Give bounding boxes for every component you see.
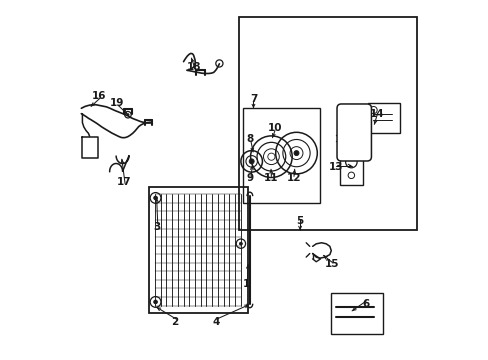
Circle shape — [239, 242, 242, 245]
Bar — [239, 17, 416, 230]
Text: 2: 2 — [171, 317, 178, 327]
Text: 3: 3 — [153, 222, 160, 231]
Circle shape — [126, 114, 129, 116]
Text: 13: 13 — [328, 162, 343, 172]
Text: 11: 11 — [264, 173, 278, 183]
Text: 15: 15 — [325, 259, 339, 269]
Text: 12: 12 — [286, 173, 301, 183]
Text: 8: 8 — [246, 134, 253, 144]
Bar — [149, 187, 247, 313]
Text: 18: 18 — [187, 62, 201, 72]
Text: 4: 4 — [212, 317, 219, 327]
Circle shape — [249, 159, 254, 164]
Text: 19: 19 — [110, 98, 124, 108]
Text: 5: 5 — [296, 216, 303, 226]
Text: 1: 1 — [242, 279, 249, 289]
Text: 17: 17 — [117, 177, 131, 187]
Text: 7: 7 — [249, 94, 257, 104]
Text: 6: 6 — [362, 299, 369, 309]
Bar — [367, 103, 400, 134]
FancyBboxPatch shape — [336, 104, 371, 161]
Circle shape — [153, 300, 157, 304]
Circle shape — [293, 150, 298, 156]
Text: 14: 14 — [369, 109, 384, 119]
Bar — [330, 293, 382, 334]
Bar — [242, 108, 319, 203]
Text: 16: 16 — [92, 91, 106, 101]
Text: 10: 10 — [267, 123, 282, 133]
Text: 9: 9 — [246, 173, 253, 183]
Circle shape — [153, 196, 157, 200]
Bar — [339, 151, 362, 185]
